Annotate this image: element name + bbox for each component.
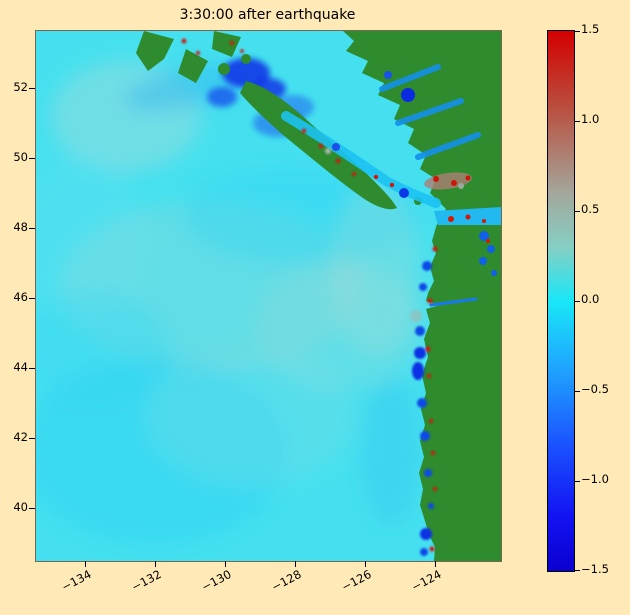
x-tick-label: −124 — [409, 567, 444, 595]
y-tick-mark — [29, 228, 35, 230]
x-tick-mark — [225, 561, 227, 567]
x-tick-mark — [295, 561, 297, 567]
colorbar-gradient — [548, 31, 574, 571]
colorbar-tick-label: −1.0 — [581, 472, 609, 486]
x-tick-mark — [155, 561, 157, 567]
colorbar-tick-label: 0.0 — [581, 292, 600, 306]
y-tick-mark — [29, 158, 35, 160]
x-tick-label: −126 — [339, 567, 374, 595]
colorbar — [547, 30, 580, 572]
x-tick-label: −130 — [199, 567, 234, 595]
y-tick-label: 48 — [13, 220, 28, 234]
plot-title: 3:30:00 after earthquake — [179, 7, 356, 23]
y-tick-label: 40 — [13, 500, 28, 514]
colorbar-tick-mark — [575, 481, 580, 483]
colorbar-tick-label: 1.5 — [581, 22, 600, 36]
y-tick-mark — [29, 88, 35, 90]
colorbar-tick-mark — [575, 569, 580, 571]
y-tick-mark — [29, 508, 35, 510]
colorbar-tick-mark — [575, 121, 580, 123]
colorbar-tick-mark — [575, 301, 580, 303]
x-tick-mark — [85, 561, 87, 567]
y-tick-mark — [29, 438, 35, 440]
map-canvas — [36, 31, 501, 561]
y-tick-label: 52 — [13, 80, 28, 94]
y-tick-mark — [29, 368, 35, 370]
y-tick-label: 50 — [13, 150, 28, 164]
x-tick-label: −132 — [129, 567, 164, 595]
x-tick-mark — [365, 561, 367, 567]
y-tick-label: 42 — [13, 430, 28, 444]
map-plot — [35, 30, 502, 562]
y-tick-mark — [29, 298, 35, 300]
y-tick-label: 44 — [13, 360, 28, 374]
y-tick-label: 46 — [13, 290, 28, 304]
x-tick-label: −134 — [59, 567, 94, 595]
x-tick-label: −128 — [269, 567, 304, 595]
colorbar-tick-label: 1.0 — [581, 112, 600, 126]
colorbar-tick-mark — [575, 31, 580, 33]
colorbar-tick-label: 0.5 — [581, 202, 600, 216]
x-tick-mark — [435, 561, 437, 567]
colorbar-tick-mark — [575, 391, 580, 393]
colorbar-tick-mark — [575, 211, 580, 213]
colorbar-tick-label: −0.5 — [581, 382, 609, 396]
colorbar-tick-label: −1.5 — [581, 562, 609, 576]
